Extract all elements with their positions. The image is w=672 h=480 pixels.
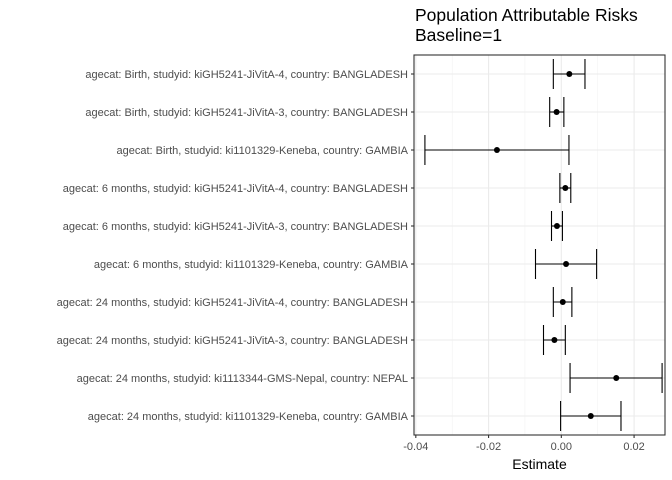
chart-title: Population Attributable Risks — [415, 5, 638, 25]
estimate-row — [534, 249, 598, 279]
estimate-row — [559, 173, 572, 203]
estimate-row — [552, 59, 586, 89]
point-estimate — [553, 109, 560, 115]
x-tick-label: 0.00 — [551, 441, 572, 453]
estimate-row — [569, 363, 663, 393]
estimate-row — [542, 325, 566, 355]
grid-lines — [414, 55, 665, 435]
x-tick-label: -0.04 — [403, 441, 428, 453]
point-estimate — [563, 261, 570, 267]
y-tick-label: agecat: 6 months, studyid: kiGH5241-JiVi… — [63, 183, 408, 195]
y-tick-label: agecat: Birth, studyid: ki1101329-Keneba… — [117, 145, 409, 157]
y-tick-label: agecat: Birth, studyid: kiGH5241-JiVitA-… — [85, 69, 408, 81]
y-tick-label: agecat: 24 months, studyid: ki1101329-Ke… — [88, 411, 409, 423]
point-estimate — [551, 337, 558, 343]
estimate-row — [550, 211, 563, 241]
data-marks — [424, 59, 663, 431]
plot-panel — [414, 55, 665, 435]
x-tick-label: -0.02 — [476, 441, 501, 453]
point-estimate — [553, 223, 560, 229]
x-axis-title: Estimate — [512, 456, 567, 472]
y-tick-label: agecat: 24 months, studyid: kiGH5241-JiV… — [57, 297, 408, 309]
point-estimate — [493, 147, 500, 153]
y-tick-label: agecat: 6 months, studyid: ki1101329-Ken… — [94, 259, 409, 271]
estimate-row — [560, 401, 622, 431]
y-tick-label: agecat: Birth, studyid: kiGH5241-JiVitA-… — [85, 107, 408, 119]
panel-background — [414, 55, 665, 435]
estimate-row — [552, 287, 573, 317]
point-estimate — [562, 185, 569, 191]
axes: agecat: Birth, studyid: kiGH5241-JiVitA-… — [57, 54, 666, 453]
x-tick-label: 0.02 — [623, 441, 644, 453]
y-tick-label: agecat: 24 months, studyid: ki1113344-GM… — [77, 373, 408, 385]
panel-border — [413, 54, 666, 436]
chart-title-block: Population Attributable Risks Baseline=1 — [415, 5, 638, 45]
point-estimate — [559, 299, 566, 305]
chart-subtitle: Baseline=1 — [415, 25, 503, 45]
estimate-row — [549, 97, 565, 127]
y-tick-label: agecat: 6 months, studyid: kiGH5241-JiVi… — [63, 221, 408, 233]
y-tick-label: agecat: 24 months, studyid: kiGH5241-JiV… — [57, 335, 408, 347]
estimate-row — [424, 135, 570, 165]
point-estimate — [566, 71, 573, 77]
point-estimate — [613, 375, 620, 381]
point-estimate — [587, 413, 594, 419]
